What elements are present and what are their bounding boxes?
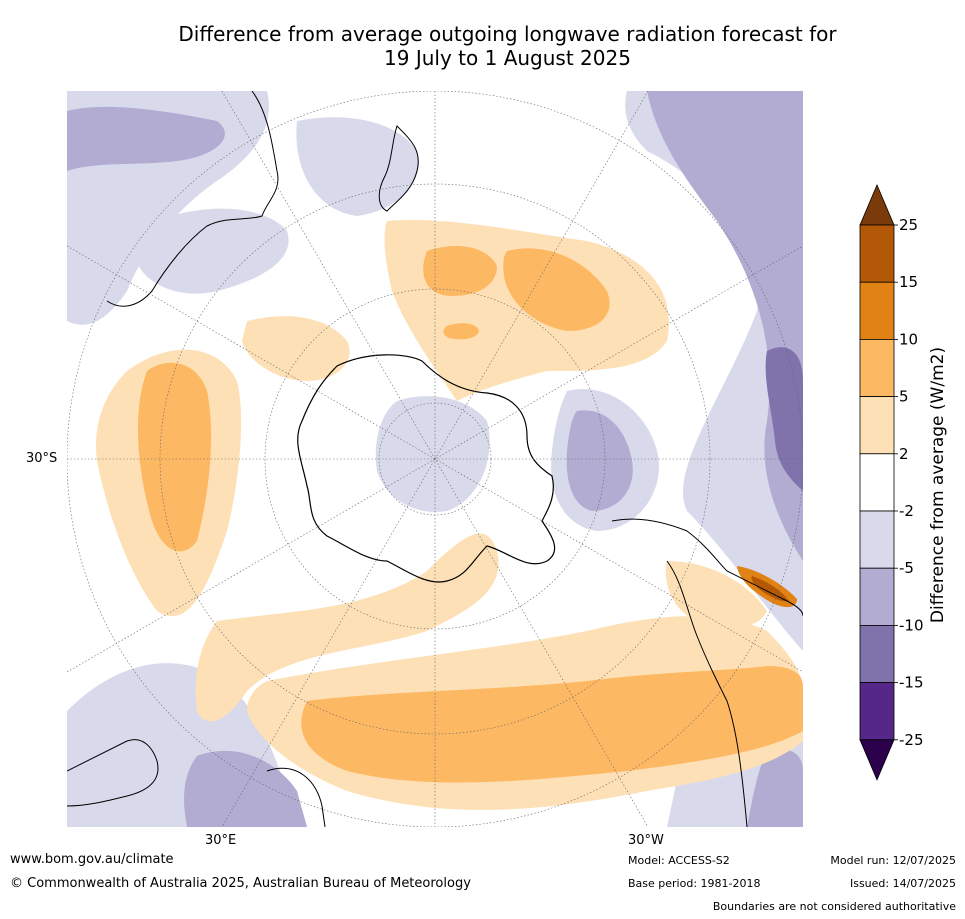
colorbar-tick-label: -2 <box>899 502 914 520</box>
colorbar-band <box>859 281 895 340</box>
footer-issued: Issued: 14/07/2025 <box>849 877 956 890</box>
colorbar-band <box>859 682 895 741</box>
colorbar-band <box>859 224 895 283</box>
colorbar-band <box>859 510 895 569</box>
colorbar-arrow-top <box>859 183 895 226</box>
colorbar-band <box>859 567 895 626</box>
title-line-1: Difference from average outgoing longwav… <box>178 22 837 46</box>
chart-title: Difference from average outgoing longwav… <box>0 22 965 70</box>
colorbar-band <box>859 338 895 397</box>
title-line-2: 19 July to 1 August 2025 <box>384 46 631 70</box>
colorbar-band <box>859 624 895 683</box>
footer-website[interactable]: www.bom.gov.au/climate <box>10 852 174 867</box>
colorbar-band <box>859 453 895 512</box>
colorbar-tick-label: 25 <box>899 216 918 234</box>
colorbar-tick-label: -25 <box>899 731 924 749</box>
polar-map <box>67 91 803 827</box>
anomaly-strong-negative <box>765 347 803 491</box>
footer-model: Model: ACCESS-S2 <box>628 854 730 867</box>
footer-model-run: Model run: 12/07/2025 <box>830 854 956 867</box>
colorbar-tick-label: 2 <box>899 445 909 463</box>
colorbar-tick-label: -5 <box>899 559 914 577</box>
continent-coastlines <box>67 91 803 827</box>
graticule <box>67 91 803 827</box>
colorbar-arrow-bottom <box>859 739 895 781</box>
colorbar-tick-label: 15 <box>899 273 918 291</box>
footer-disclaimer: Boundaries are not considered authoritat… <box>712 900 956 913</box>
anomaly-medium-negative <box>67 91 803 827</box>
antarctica-coastline <box>297 354 556 583</box>
longitude-label-30w: 30°W <box>628 833 664 848</box>
colorbar: 25 15 10 5 2 -2 -5 -10 -15 -25 <box>859 183 924 781</box>
colorbar-band <box>859 396 895 455</box>
colorbar-label: Difference from average (W/m2) <box>928 346 948 624</box>
footer-copyright: © Commonwealth of Australia 2025, Austra… <box>10 876 471 891</box>
anomaly-medium-positive <box>137 246 803 783</box>
anomaly-very-strong-positive <box>751 576 789 602</box>
footer-base-period: Base period: 1981-2018 <box>628 877 761 890</box>
colorbar-tick-label: -15 <box>899 674 924 692</box>
colorbar-tick-label: -10 <box>899 616 924 634</box>
longitude-label-30e: 30°E <box>205 833 237 848</box>
latitude-label-30s: 30°S <box>26 451 58 466</box>
colorbar-tick-label: 5 <box>899 388 909 406</box>
colorbar-tick-label: 10 <box>899 330 918 348</box>
